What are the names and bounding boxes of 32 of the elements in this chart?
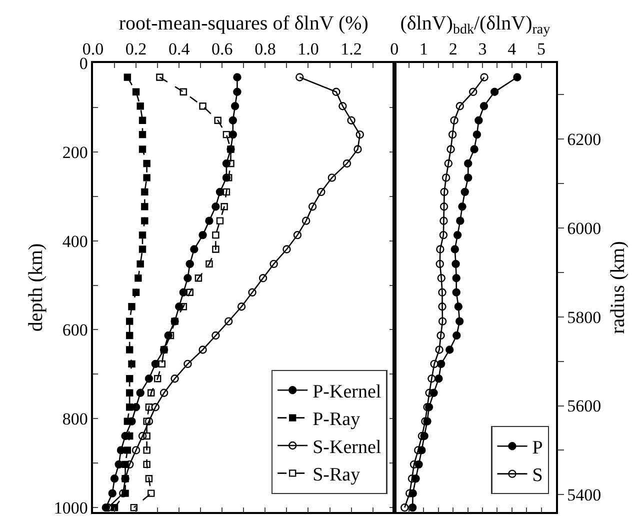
legend-label: S bbox=[532, 465, 543, 486]
y-tick-label: 5400 bbox=[567, 486, 602, 505]
x-tick-label: 0 bbox=[390, 39, 399, 58]
x-axis-title: (δlnV)$_{bdk}$/(δlnV)$_{ray}$ bbox=[400, 12, 550, 38]
x-tick-label: 1.2 bbox=[340, 39, 362, 58]
x-tick-label: 0.8 bbox=[254, 39, 276, 58]
y-tick-label: 200 bbox=[62, 142, 88, 162]
x-tick-label: 1.0 bbox=[298, 39, 319, 58]
x-tick-label: 0.6 bbox=[212, 39, 233, 58]
y-tick-label: 6200 bbox=[567, 130, 602, 149]
legend-label: P-Kernel bbox=[312, 382, 382, 402]
y-tick-label: 600 bbox=[62, 320, 88, 340]
x-tick-label: 4 bbox=[508, 39, 517, 58]
legend-label: S-Kernel bbox=[312, 436, 382, 458]
x-axis-title: root-mean-squares of δlnV (%) bbox=[118, 12, 368, 34]
y-tick-label: 800 bbox=[62, 410, 88, 429]
x-tick-label: 0.4 bbox=[168, 39, 190, 58]
y-tick-label: 5600 bbox=[567, 396, 602, 416]
legend-label: P-Ray bbox=[312, 409, 361, 430]
y-axis-title: radius (km) bbox=[607, 241, 630, 334]
y-tick-label: 1000 bbox=[54, 498, 88, 518]
y-tick-label: 400 bbox=[62, 232, 88, 251]
x-tick-label: 2 bbox=[448, 39, 458, 58]
x-tick-label: 0.2 bbox=[125, 39, 147, 58]
x-tick-label: 1 bbox=[419, 39, 428, 58]
legend-label: S-Ray bbox=[312, 464, 361, 486]
x-tick-label: 3 bbox=[478, 39, 487, 58]
y-axis-title: depth (km) bbox=[24, 243, 47, 332]
x-tick-label: 5 bbox=[537, 39, 546, 58]
legend-label: P bbox=[532, 438, 543, 458]
y-tick-label: 6000 bbox=[567, 218, 602, 238]
y-tick-label: 5800 bbox=[567, 308, 602, 327]
